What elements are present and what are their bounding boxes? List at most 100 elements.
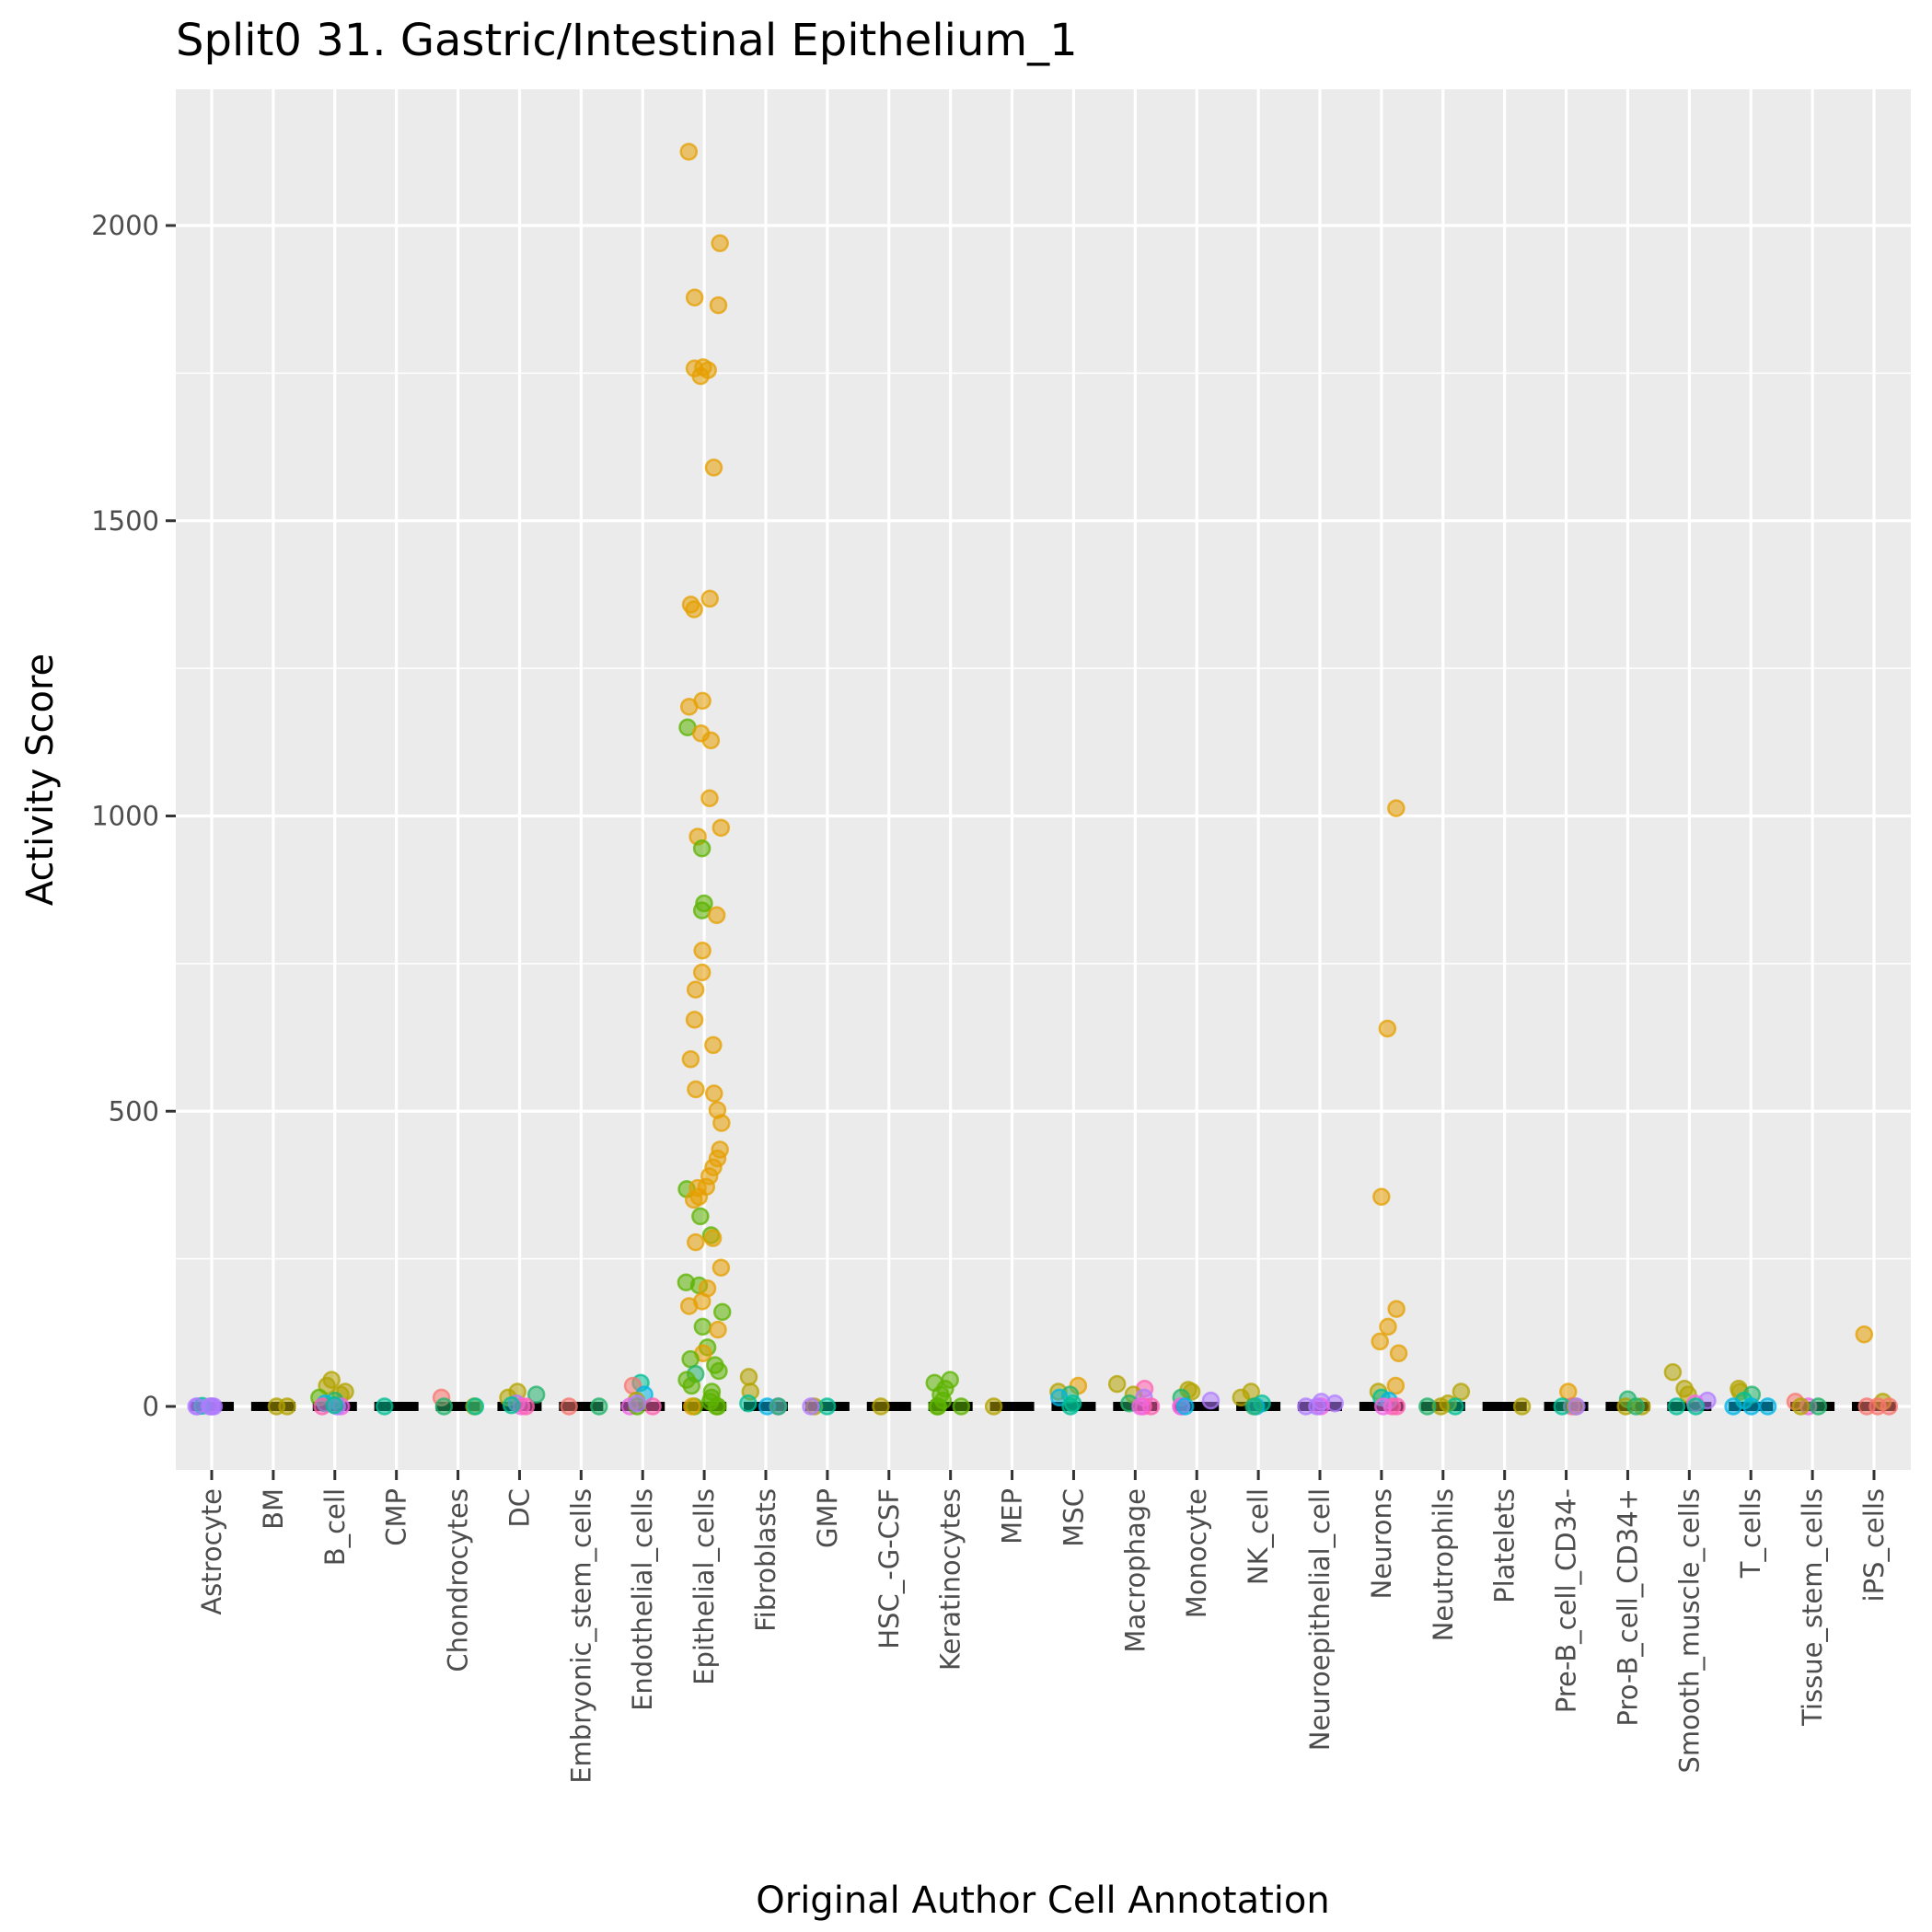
data-point: [707, 906, 726, 925]
data-point: [681, 1050, 700, 1069]
data-point: [267, 1397, 286, 1416]
data-point: [711, 234, 729, 252]
data-point: [1107, 1374, 1127, 1394]
data-point: [1791, 1397, 1811, 1416]
x-tick-label: Pre-B_cell_CD34-: [1551, 1488, 1582, 1713]
data-point: [739, 1394, 758, 1413]
data-point: [466, 1397, 485, 1416]
x-tick-label: Platelets: [1489, 1488, 1521, 1603]
data-point: [1758, 1397, 1777, 1416]
data-point: [709, 295, 728, 315]
median-bar: [559, 1402, 604, 1411]
x-axis: Astrocyte BM B_cell CMP Chondrocytes DC Embryo…: [196, 1470, 1890, 1784]
data-point: [1175, 1397, 1195, 1416]
data-point: [929, 1397, 947, 1416]
data-point: [679, 143, 699, 161]
data-point: [679, 698, 699, 716]
data-point: [984, 1397, 1003, 1416]
x-tick-label: HSC_-G-CSF: [873, 1488, 905, 1649]
y-tick-label: 1000: [91, 801, 159, 832]
data-point: [701, 731, 721, 750]
data-point: [1373, 1397, 1393, 1416]
x-tick-label: Neuroepithelial_cell: [1304, 1488, 1336, 1751]
data-point: [684, 1190, 703, 1209]
x-tick-label: BM: [258, 1488, 289, 1530]
data-point: [704, 458, 723, 477]
data-point: [691, 1207, 710, 1226]
data-point: [1512, 1397, 1532, 1416]
data-point: [590, 1397, 608, 1416]
data-point: [325, 1395, 344, 1415]
data-point: [1378, 1019, 1397, 1038]
x-tick-label: Fibroblasts: [750, 1488, 781, 1632]
data-point: [1559, 1382, 1578, 1401]
data-point: [1372, 1187, 1391, 1207]
data-point: [679, 1297, 699, 1315]
data-point: [739, 1368, 758, 1386]
data-point: [692, 901, 711, 920]
data-point: [1371, 1332, 1389, 1351]
data-point: [1061, 1397, 1080, 1416]
data-point: [681, 1349, 700, 1369]
x-tick-label: iPS_cells: [1858, 1488, 1890, 1602]
data-point: [709, 1320, 727, 1339]
data-point: [682, 1376, 701, 1395]
data-point: [1724, 1397, 1742, 1416]
x-tick-label: Endothelial_cells: [627, 1488, 658, 1711]
x-tick-label: T_cells: [1735, 1488, 1766, 1579]
data-point: [693, 942, 711, 960]
data-point: [1809, 1397, 1828, 1416]
x-tick-label: Chondrocytes: [443, 1488, 474, 1672]
data-point: [1387, 1300, 1406, 1318]
data-point: [769, 1397, 788, 1416]
x-tick-label: B_cell: [319, 1488, 351, 1566]
data-point: [703, 1229, 723, 1247]
y-tick-label: 0: [143, 1391, 159, 1422]
grid-minor: [176, 372, 1911, 1260]
x-tick-label: Neutrophils: [1428, 1488, 1459, 1641]
data-point: [643, 1397, 662, 1416]
x-tick-label: MEP: [997, 1488, 1028, 1544]
data-point: [526, 1385, 546, 1404]
grid-major: [176, 89, 1911, 1470]
data-point: [202, 1397, 222, 1416]
x-tick-label: Embryonic_stem_cells: [565, 1488, 596, 1784]
data-point: [687, 1080, 705, 1099]
chart-title: Split0 31. Gastric/Intestinal Epithelium…: [176, 15, 1078, 66]
data-point: [686, 980, 705, 999]
data-point: [375, 1397, 394, 1416]
data-point: [685, 600, 703, 619]
data-points: [187, 143, 1899, 1416]
x-tick-label: Keratinocytes: [935, 1488, 966, 1671]
median-bar: [435, 1402, 480, 1411]
data-point: [711, 818, 731, 838]
data-point: [683, 1397, 701, 1416]
median-bar: [928, 1402, 973, 1411]
data-point: [1386, 1376, 1406, 1395]
data-point: [1663, 1363, 1683, 1382]
x-tick-label: Astrocyte: [196, 1488, 227, 1615]
data-point: [1232, 1388, 1251, 1407]
median-bar: [1482, 1402, 1527, 1411]
plot-panel: [176, 89, 1911, 1470]
data-point: [1868, 1397, 1887, 1416]
data-point: [707, 1397, 726, 1416]
data-point: [802, 1397, 820, 1416]
data-point: [516, 1397, 536, 1416]
data-point: [434, 1397, 454, 1416]
data-point: [1667, 1397, 1686, 1416]
data-point: [685, 288, 704, 307]
data-point: [710, 1361, 728, 1381]
data-point: [1418, 1397, 1437, 1416]
y-axis: 0 500 1000 1500 2000: [91, 210, 176, 1422]
x-tick-label: NK_cell: [1243, 1488, 1274, 1585]
x-tick-label: Neurons: [1366, 1488, 1397, 1599]
data-point: [691, 366, 710, 386]
x-tick-label: Pro-B_cell_CD34+: [1612, 1488, 1643, 1727]
data-point: [705, 1084, 723, 1103]
data-point: [187, 1397, 205, 1416]
data-point: [817, 1397, 837, 1416]
data-point: [1568, 1397, 1586, 1416]
data-point: [692, 963, 711, 982]
data-point: [1742, 1397, 1761, 1416]
